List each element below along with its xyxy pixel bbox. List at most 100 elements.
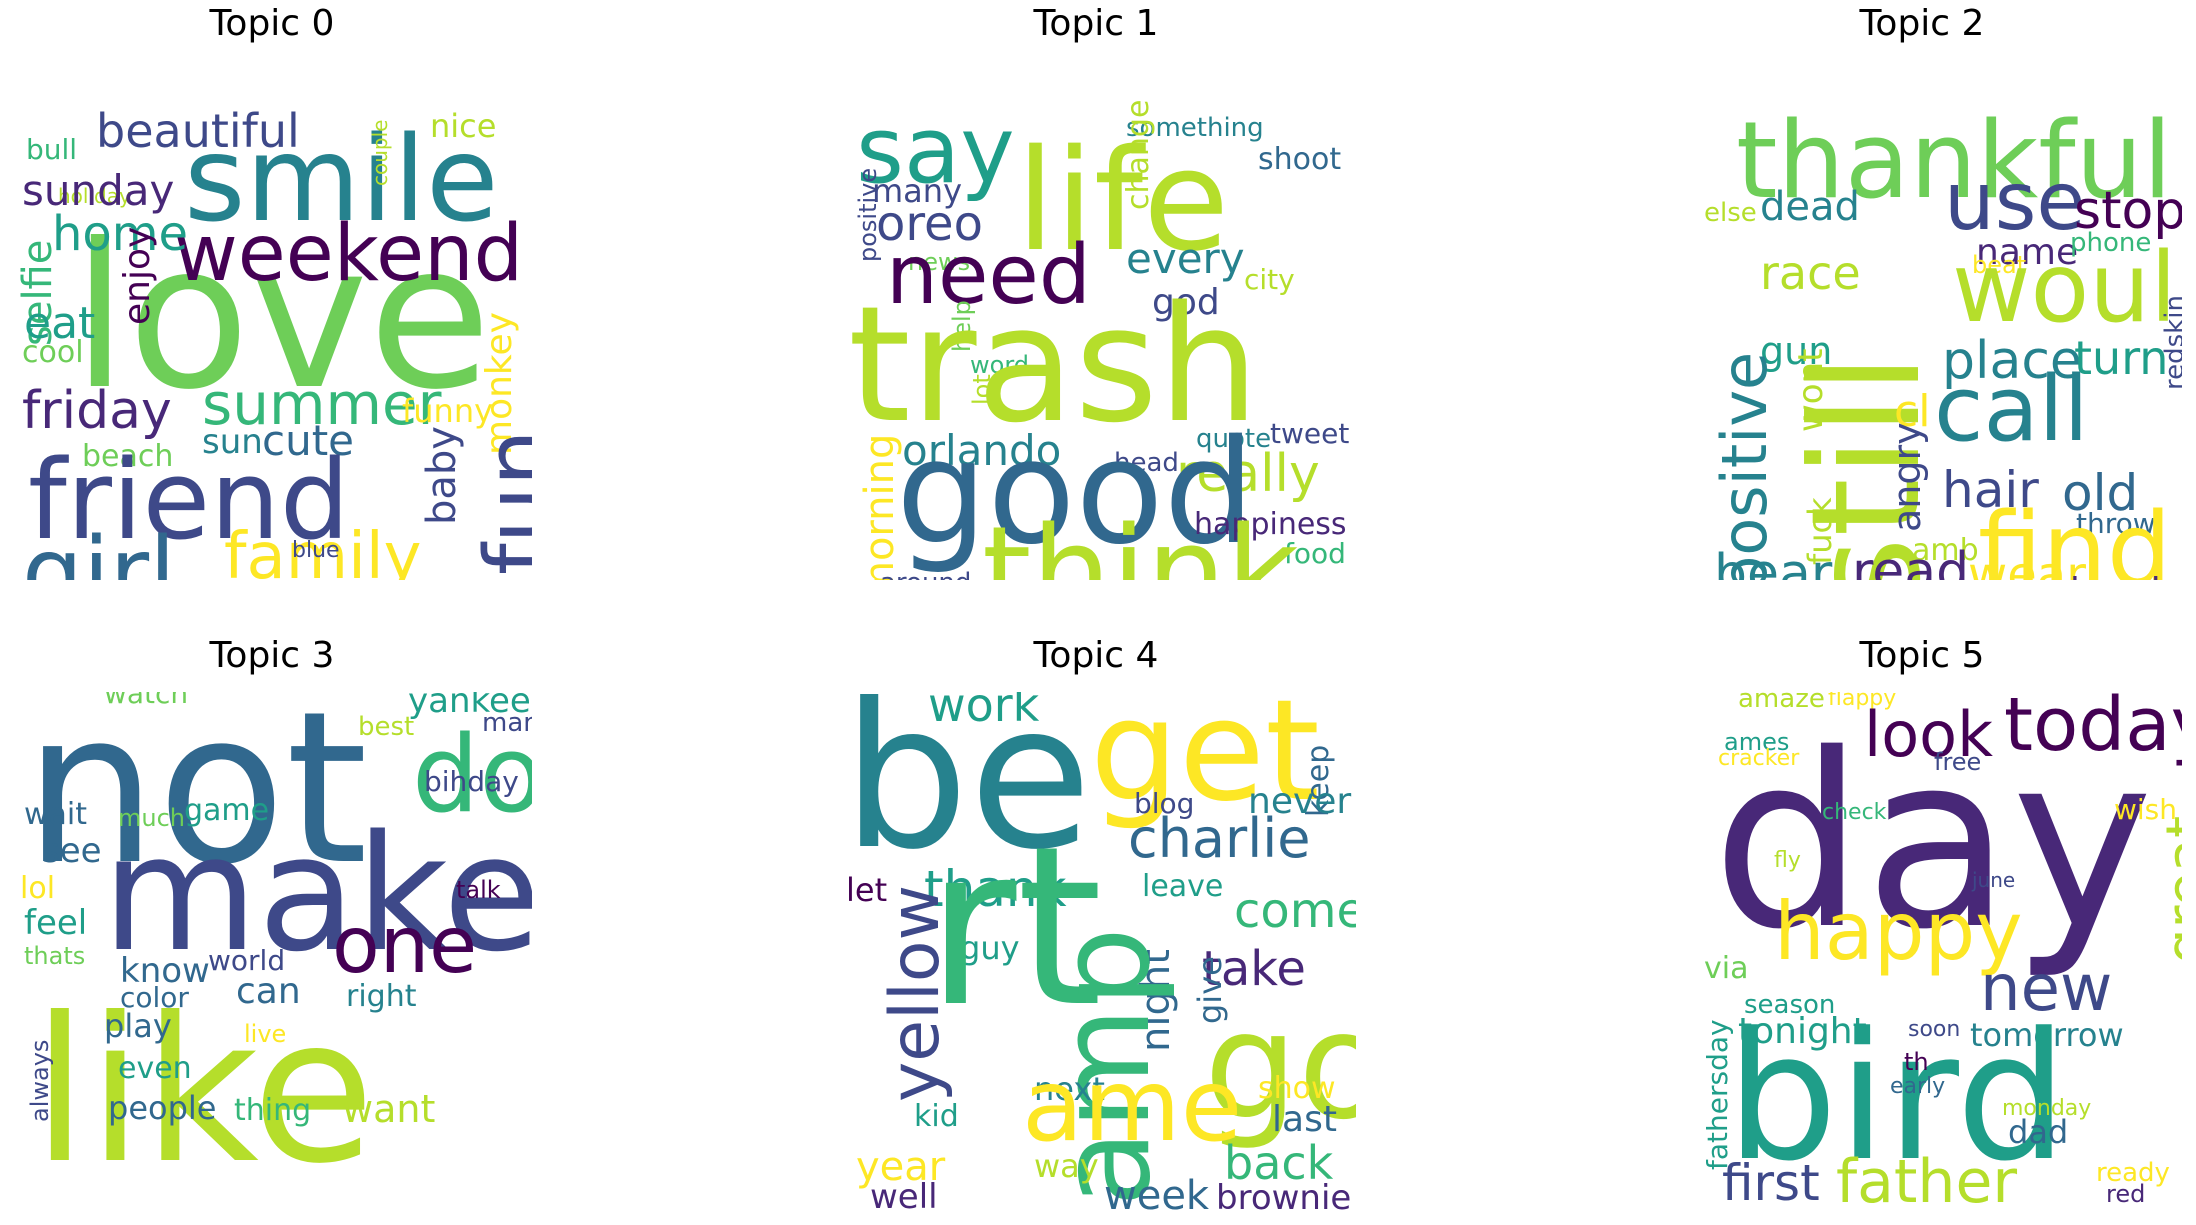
word-cloud: say something life change shoot many positive o… [836,60,1356,580]
cloud-word: find [1978,491,2172,581]
cloud-word: hair [1942,461,2039,519]
cloud-word: quote [1196,424,1272,454]
topic-panel: Topic 4 be work get keep blog never charlie tha… [836,635,1356,1212]
cloud-word: cute [262,416,355,465]
cloud-word: last [1272,1099,1337,1140]
cloud-word: happy [1774,885,2023,978]
cloud-word: world [208,944,286,977]
cloud-word: guy [960,929,1020,967]
cloud-word: good [896,408,1256,576]
cloud-word: rt [926,799,1103,1055]
cloud-word: come [1234,883,1356,939]
cloud-word: tweet [1270,417,1350,450]
cloud-word: news [908,248,971,276]
cloud-word: never [1248,781,1352,822]
cloud-word: turn [2074,331,2169,385]
cloud-word: home [52,206,189,262]
cloud-word: father [1836,1147,2018,1212]
cloud-word: show [1258,1071,1336,1106]
cloud-word: angry [1885,422,1929,532]
cloud-word: june [1972,868,2016,892]
cloud-word: work [928,692,1040,732]
cloud-word: life [1016,120,1230,283]
cloud-word: best [358,712,415,742]
cloud-word: today [2004,692,2182,768]
cloud-word: yellow [876,884,955,1102]
cloud-word: right [346,979,417,1014]
cloud-word: not [24,692,368,911]
word-cloud: thankful else dead use stop name phone beat race… [1662,60,2182,581]
cloud-word: baby [419,426,465,525]
cloud-word: head [1114,448,1179,478]
cloud-word: back [1224,1136,1334,1190]
cloud-word: summer [202,370,442,438]
cloud-word: fly [1774,848,1801,873]
cloud-word: always [26,1039,54,1122]
cloud-word: name [1976,232,2079,273]
cloud-word: would [1952,232,2182,344]
word-cloud: not watch yankee man best do bihday wait much gam… [12,692,532,1212]
cloud-word: color [120,981,189,1014]
cloud-word: let [846,871,888,909]
cloud-word: fun [466,429,532,575]
cloud-word: know [120,951,210,991]
cloud-word: go [1204,980,1356,1152]
cloud-word: enjoy [117,226,158,325]
cloud-word: year [856,1144,946,1190]
cloud-word: bihday [424,765,519,798]
cloud-word: much [118,804,185,832]
cloud-word: next [1034,1070,1105,1108]
cloud-word: bear [1714,544,1833,580]
cloud-word: talk [456,876,501,904]
cloud-word: brownie [1216,1178,1352,1212]
cloud-word: man [482,708,532,738]
cloud-word: throw [2076,507,2156,540]
cloud-word: play [104,1007,172,1045]
cloud-word: th [1904,1048,1929,1076]
cloud-word: morning [857,433,903,580]
cloud-word: tomorrow [1970,1016,2124,1054]
cloud-word: well [870,1177,938,1212]
cloud-word: soon [1908,1017,1961,1042]
cloud-word: way [1034,1147,1099,1185]
cloud-word: read [1852,542,1970,580]
cloud-word: couple [368,119,392,186]
cloud-word: see [42,831,102,871]
cloud-word: amb [1912,533,1979,568]
cloud-word: every [1126,234,1245,283]
cloud-word: orlando [902,426,1062,475]
cloud-word: lol [20,871,56,906]
cloud-word: old [2062,464,2139,522]
cloud-word: live [244,1020,287,1048]
cloud-word: beautiful [96,104,300,158]
cloud-word: ames [1724,728,1790,756]
cloud-word: use [1944,155,2086,248]
cloud-word: ame [1022,1047,1243,1164]
cloud-word: thing [234,1093,312,1128]
cloud-word: free [1934,748,1982,776]
cloud-word: people [108,1089,217,1127]
cloud-word: many [872,172,962,210]
cloud-word: bird [1726,995,2068,1200]
cloud-word: like [32,975,375,1208]
cloud-word: really [1176,444,1320,504]
cloud-word: early [1890,1074,1946,1099]
cloud-word: think [982,499,1300,581]
cloud-word: wear [1968,547,2086,580]
cloud-word: flappy [1828,692,1897,711]
cloud-word: weekend [174,209,524,299]
cloud-word: check [1822,800,1887,825]
cloud-word: get [1090,692,1320,833]
word-cloud: love smile weekend beautiful nice bull couple h… [12,60,532,580]
cloud-word: happiness [1194,507,1347,542]
topic-panel: Topic 1 say something life change shoot many p… [836,3,1356,580]
cloud-word: dad [2008,1113,2069,1151]
cloud-word: girl [22,517,176,580]
cloud-word: amaze [1738,692,1825,714]
panel-title: Topic 3 [209,635,335,676]
cloud-word: can [236,971,301,1012]
cloud-word: wait [24,797,88,832]
topic-panel: Topic 0 love smile weekend beautiful nice bul… [12,3,532,580]
